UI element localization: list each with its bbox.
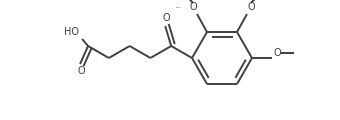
Text: O: O xyxy=(77,66,85,76)
Text: O: O xyxy=(163,13,170,23)
Text: O: O xyxy=(273,48,281,58)
Text: HO: HO xyxy=(64,27,79,37)
Text: methoxy: methoxy xyxy=(176,6,182,8)
Text: O: O xyxy=(189,2,197,12)
Text: O: O xyxy=(247,2,255,12)
